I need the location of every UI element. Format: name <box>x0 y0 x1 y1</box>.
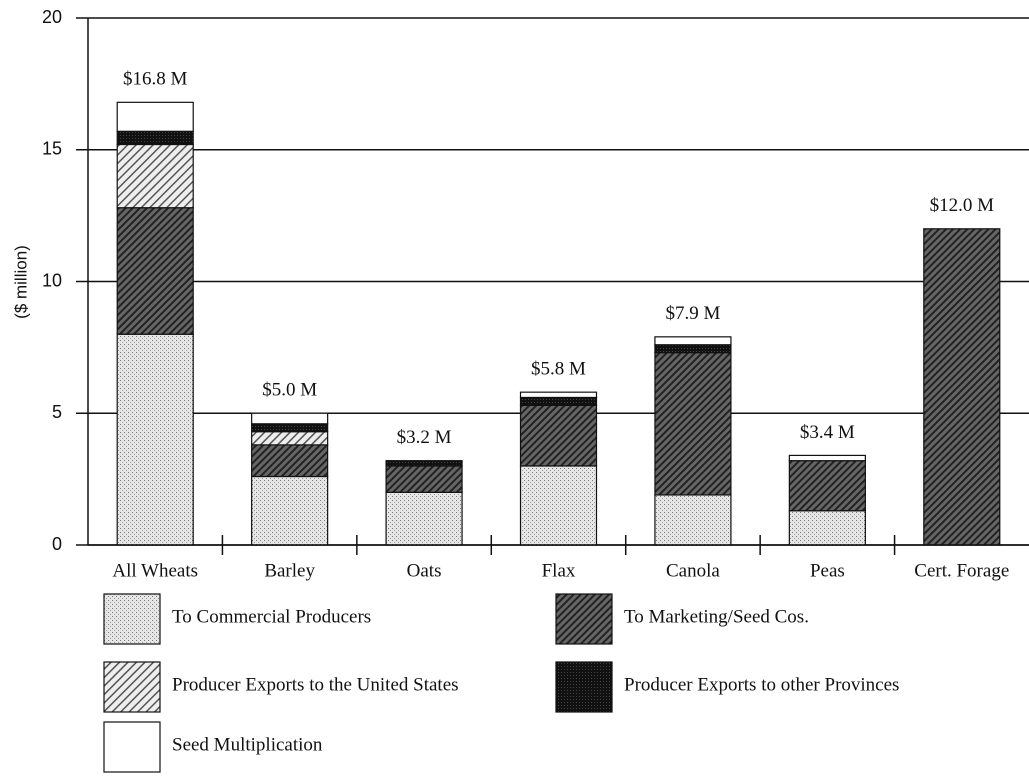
x-tick-label: Peas <box>810 560 845 581</box>
total-label: $3.2 M <box>397 427 452 448</box>
x-tick-label: All Wheats <box>112 560 198 581</box>
bar-segment <box>654 494 732 546</box>
total-label: $7.9 M <box>665 303 720 324</box>
bar-segment <box>251 423 329 433</box>
bar-segment <box>654 344 732 354</box>
legend-swatch <box>555 593 613 645</box>
bar-segment <box>519 404 598 467</box>
total-label: $5.0 M <box>262 380 317 401</box>
bar-segment <box>654 336 732 346</box>
bar-segment <box>654 352 732 496</box>
x-tick-label: Flax <box>542 560 576 581</box>
bar-segment <box>519 465 598 546</box>
legend-swatch <box>103 721 161 773</box>
bar-segment <box>788 454 866 462</box>
bar-segment <box>385 491 463 546</box>
bar-segment <box>116 333 194 546</box>
bar-segment <box>251 412 329 425</box>
bar-segment <box>251 475 329 546</box>
y-tick-label: 10 <box>42 270 62 290</box>
bar-segment <box>116 207 194 335</box>
y-axis-label: ($ million) <box>11 245 30 319</box>
y-tick-label: 5 <box>52 402 62 422</box>
bar-segment <box>116 101 194 132</box>
total-label: $5.8 M <box>531 359 586 380</box>
bar-segment <box>385 465 463 493</box>
legend-swatch <box>103 593 161 645</box>
total-label: $12.0 M <box>930 195 995 216</box>
legend-label: Producer Exports to the United States <box>172 674 459 695</box>
bar-segment <box>788 510 866 546</box>
x-tick-label: Barley <box>264 560 315 581</box>
x-tick-label: Oats <box>407 560 442 581</box>
bar-segment <box>385 460 463 467</box>
legend-swatch <box>555 661 613 713</box>
x-tick-label: Cert. Forage <box>914 560 1009 581</box>
legend-label: Seed Multiplication <box>172 734 323 755</box>
y-tick-label: 0 <box>52 534 62 554</box>
legend-swatch <box>103 661 161 713</box>
total-label: $16.8 M <box>123 69 188 90</box>
bar-segment <box>251 444 329 478</box>
legend-label: Producer Exports to other Provinces <box>624 674 899 695</box>
bar-segment <box>923 228 1001 546</box>
bar-segment <box>519 396 598 406</box>
total-label: $3.4 M <box>800 422 855 443</box>
y-tick-label: 15 <box>42 139 62 159</box>
bar-segment <box>788 460 866 512</box>
legend-label: To Commercial Producers <box>172 606 371 627</box>
bar-segment <box>116 130 194 146</box>
bar-segment <box>116 143 194 209</box>
legend-label: To Marketing/Seed Cos. <box>624 606 809 627</box>
bar-segment <box>251 431 329 446</box>
x-tick-label: Canola <box>666 560 720 581</box>
bar-segment <box>519 391 598 399</box>
y-tick-label: 20 <box>42 7 62 27</box>
